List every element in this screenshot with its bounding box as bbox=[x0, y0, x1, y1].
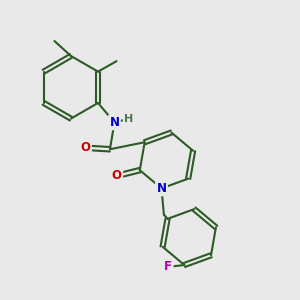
Text: O: O bbox=[80, 141, 91, 154]
Text: N: N bbox=[157, 182, 166, 195]
Text: H: H bbox=[124, 114, 134, 124]
Text: N: N bbox=[110, 116, 119, 129]
Text: O: O bbox=[112, 169, 122, 182]
Text: F: F bbox=[164, 260, 172, 273]
